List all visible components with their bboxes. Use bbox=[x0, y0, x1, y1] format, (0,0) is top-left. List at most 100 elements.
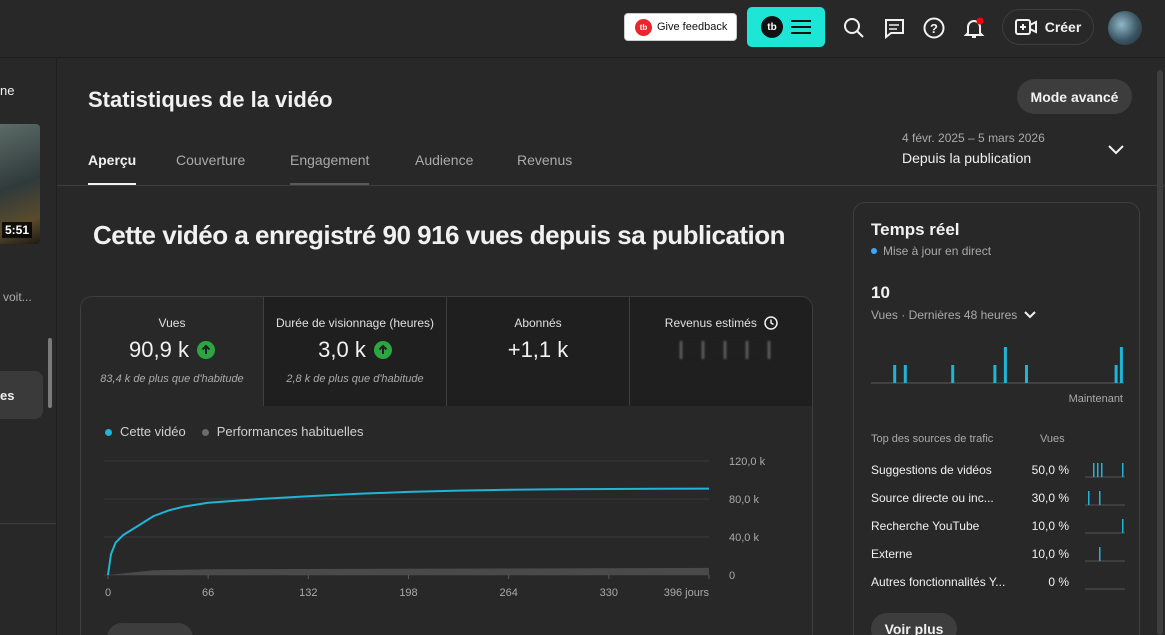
overview-card: Vues 90,9 k 83,4 k de plus que d'habitud… bbox=[80, 296, 813, 635]
realtime-count: 10 bbox=[871, 283, 890, 302]
arrow-up-icon bbox=[373, 341, 392, 359]
source-pct: 0 % bbox=[1048, 575, 1069, 589]
see-more-button-partial[interactable] bbox=[107, 623, 193, 635]
x-tick-label: 264 bbox=[499, 587, 517, 599]
create-button[interactable]: Créer bbox=[1002, 9, 1094, 45]
notifications-bell-icon[interactable] bbox=[962, 16, 986, 40]
metric-label: Revenus estimés bbox=[664, 316, 757, 330]
source-sparkline bbox=[1085, 547, 1125, 562]
sources-header: Top des sources de trafic bbox=[871, 433, 994, 445]
views-chart[interactable]: 120,0 k 80,0 k 40,0 k 0 0 66 132 198 264 330 396 j… bbox=[101, 447, 791, 602]
realtime-period-selector[interactable]: Vues · Dernières 48 heures bbox=[871, 308, 1037, 322]
realtime-live-label: Mise à jour en direct bbox=[883, 244, 992, 258]
realtime-bar[interactable] bbox=[1025, 365, 1028, 383]
chart-legend: Cette vidéo Performances habituelles bbox=[105, 424, 363, 439]
source-name: Source directe ou inc... bbox=[871, 491, 994, 505]
metric-value-wrap: 3,0 k bbox=[264, 337, 446, 363]
tubebuddy-logo-icon: tb bbox=[761, 16, 783, 38]
source-row[interactable]: Recherche YouTube 10,0 % bbox=[871, 516, 1131, 536]
page-scrollbar[interactable] bbox=[1157, 70, 1163, 635]
metric-value: +1,1 k bbox=[507, 337, 569, 362]
date-period[interactable]: Depuis la publication bbox=[902, 150, 1032, 166]
source-sparkline bbox=[1085, 463, 1125, 478]
tab-apercu[interactable]: Aperçu bbox=[88, 152, 137, 185]
metric-value-wrap: +1,1 k bbox=[447, 337, 629, 363]
legend-typical[interactable]: Performances habituelles bbox=[201, 424, 363, 439]
x-tick-label: 396 jours bbox=[664, 587, 710, 599]
y-tick-label: 120,0 k bbox=[729, 456, 766, 468]
source-sparkline bbox=[1085, 519, 1125, 534]
sidebar-channel-title: ne bbox=[0, 83, 15, 98]
x-tick-label: 0 bbox=[105, 587, 111, 599]
source-row[interactable]: Externe 10,0 % bbox=[871, 544, 1131, 564]
legend-this-video[interactable]: Cette vidéo bbox=[105, 424, 186, 439]
give-feedback-button[interactable]: tb Give feedback bbox=[624, 13, 737, 41]
tab-audience[interactable]: Audience bbox=[415, 152, 474, 168]
live-dot-icon bbox=[871, 248, 877, 254]
realtime-title: Temps réel bbox=[871, 220, 960, 239]
avatar[interactable] bbox=[1108, 11, 1142, 45]
tab-revenus[interactable]: Revenus bbox=[517, 152, 573, 168]
page-title: Statistiques de la vidéo bbox=[88, 87, 333, 112]
tubebuddy-logo-icon: tb bbox=[635, 18, 652, 36]
metric-label: Durée de visionnage (heures) bbox=[275, 316, 435, 330]
help-icon[interactable]: ? bbox=[922, 16, 946, 40]
metric-value: 90,9 k bbox=[129, 337, 189, 362]
y-tick-label: 80,0 k bbox=[729, 494, 759, 506]
realtime-bar[interactable] bbox=[993, 365, 997, 383]
search-icon[interactable] bbox=[842, 16, 866, 40]
tabs-divider bbox=[57, 185, 1165, 186]
source-row[interactable]: Source directe ou inc... 30,0 % bbox=[871, 488, 1131, 508]
metric-label: Vues bbox=[158, 316, 186, 330]
source-pct: 10,0 % bbox=[1031, 519, 1069, 533]
metric-subscribers[interactable]: Abonnés +1,1 k bbox=[447, 297, 630, 406]
metric-watch-time[interactable]: Durée de visionnage (heures) 3,0 k 2,8 k… bbox=[264, 297, 447, 406]
advanced-mode-button[interactable]: Mode avancé bbox=[1017, 79, 1132, 114]
realtime-bar[interactable] bbox=[1119, 347, 1123, 383]
metrics-row: Vues 90,9 k 83,4 k de plus que d'habitud… bbox=[81, 297, 812, 406]
metric-label-wrap: Revenus estimés bbox=[630, 316, 812, 330]
metric-value: 3,0 k bbox=[318, 337, 366, 362]
video-title-truncated: voit... bbox=[3, 290, 32, 304]
tab-couverture[interactable]: Couverture bbox=[176, 152, 246, 168]
source-row[interactable]: Autres fonctionnalités Y... 0 % bbox=[871, 572, 1131, 592]
feedback-message-icon[interactable] bbox=[882, 16, 906, 40]
metric-sub: 83,4 k de plus que d'habitude bbox=[100, 373, 244, 385]
views-header: Vues bbox=[1040, 433, 1065, 445]
headline: Cette vidéo a enregistré 90 916 vues dep… bbox=[93, 220, 786, 250]
y-tick-label: 0 bbox=[729, 570, 735, 582]
tab-engagement[interactable]: Engagement bbox=[290, 152, 370, 185]
source-pct: 10,0 % bbox=[1031, 547, 1069, 561]
clock-icon bbox=[764, 316, 778, 330]
metric-revenue[interactable]: Revenus estimés bbox=[630, 297, 812, 406]
sidebar-item-selected[interactable] bbox=[0, 371, 43, 419]
date-range[interactable]: 4 févr. 2025 – 5 mars 2026 bbox=[902, 131, 1045, 145]
realtime-bar[interactable] bbox=[893, 365, 897, 383]
realtime-card: Temps réel Mise à jour en direct 10 Vues… bbox=[853, 202, 1140, 635]
metric-sub: 2,8 k de plus que d'habitude bbox=[286, 373, 424, 385]
tubebuddy-menu-button[interactable]: tb bbox=[747, 7, 825, 47]
realtime-bar[interactable] bbox=[1114, 365, 1118, 383]
source-name: Recherche YouTube bbox=[871, 519, 980, 533]
realtime-live: Mise à jour en direct bbox=[871, 244, 991, 258]
video-duration: 5:51 bbox=[2, 222, 33, 238]
hamburger-icon bbox=[791, 20, 811, 34]
x-tick-label: 330 bbox=[600, 587, 618, 599]
sidebar-scrollbar[interactable] bbox=[48, 338, 52, 408]
chevron-down-icon[interactable] bbox=[1106, 142, 1126, 158]
source-pct: 50,0 % bbox=[1031, 463, 1069, 477]
see-more-button[interactable]: Voir plus bbox=[871, 613, 957, 635]
source-row[interactable]: Suggestions de vidéos 50,0 % bbox=[871, 460, 1131, 480]
metric-views[interactable]: Vues 90,9 k 83,4 k de plus que d'habitud… bbox=[81, 297, 264, 406]
realtime-bar[interactable] bbox=[903, 365, 907, 383]
realtime-bar[interactable] bbox=[951, 365, 955, 383]
x-tick-label: 198 bbox=[399, 587, 417, 599]
realtime-now-label: Maintenant bbox=[1068, 393, 1123, 405]
sidebar-divider bbox=[0, 523, 56, 524]
legend-dot bbox=[201, 429, 209, 437]
realtime-bar[interactable] bbox=[1003, 347, 1007, 383]
source-name: Externe bbox=[871, 547, 913, 561]
source-name: Suggestions de vidéos bbox=[871, 463, 992, 477]
svg-text:?: ? bbox=[930, 21, 938, 36]
realtime-bar-chart[interactable] bbox=[871, 333, 1124, 385]
